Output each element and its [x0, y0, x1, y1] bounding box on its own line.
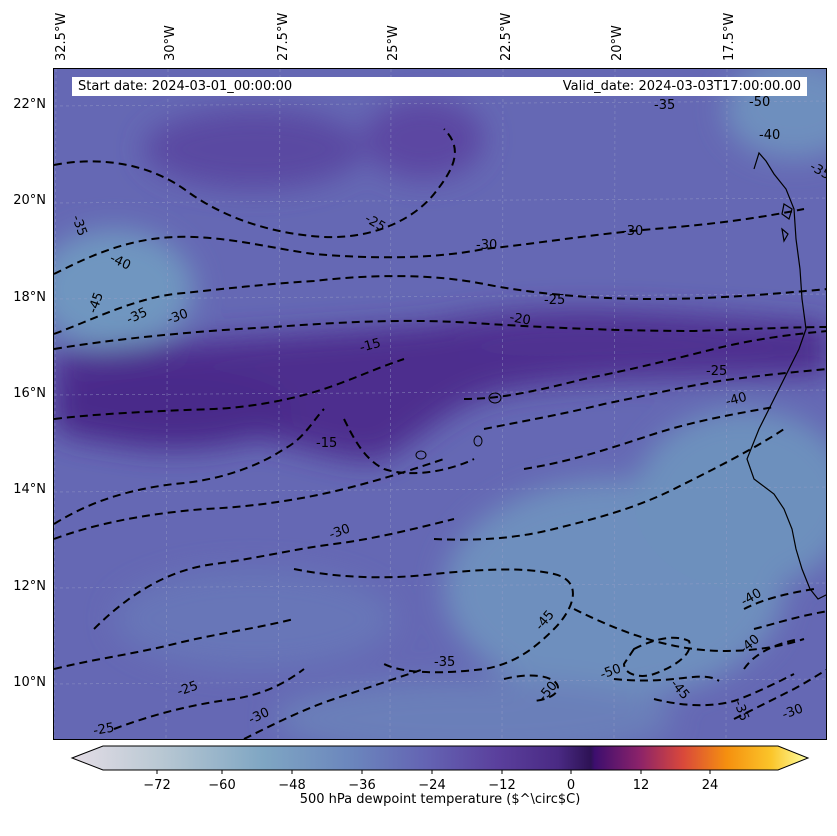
map-canvas: -50 -40 -35 -35 -40 -45 -35 -30 -25 -30 …: [54, 69, 826, 739]
contour-label: -35: [654, 98, 675, 113]
contour-label: -25: [92, 720, 116, 738]
coastline: [746, 151, 826, 600]
contour-label: -35: [434, 655, 455, 670]
graticule: [54, 69, 826, 739]
lon-label: 17.5°W: [722, 12, 737, 61]
contour-label: -25: [706, 364, 727, 379]
lat-label: 12°N: [13, 579, 46, 594]
map-panel: -50 -40 -35 -35 -40 -45 -35 -30 -25 -30 …: [53, 68, 827, 740]
field-shading: [54, 69, 826, 739]
contour-label: -40: [724, 390, 748, 410]
colorbar-tick-label: 0: [566, 778, 576, 793]
colorbar-body: [70, 745, 810, 771]
contour-label: -45: [86, 290, 107, 315]
date-info-box: Start date: 2024-03-01_00:00:00 Valid_da…: [72, 77, 807, 96]
colorbar-tick-label: −48: [278, 778, 306, 793]
lat-label: 22°N: [13, 97, 46, 112]
lon-label: 25°W: [386, 25, 401, 61]
contour-label: -25: [175, 678, 200, 699]
start-date-text: Start date: 2024-03-01_00:00:00: [78, 79, 293, 94]
lat-label: 10°N: [13, 675, 46, 690]
contour-label: -30: [327, 521, 352, 542]
lon-label: 22.5°W: [499, 12, 514, 61]
contour-label: -25: [544, 293, 565, 308]
lon-label: 32.5°W: [54, 12, 69, 61]
contour-label: -50: [749, 95, 770, 110]
colorbar-title: 500 hPa dewpoint temperature ($^\circ$C): [299, 792, 581, 807]
colorbar-tick-label: −36: [348, 778, 376, 793]
contour-lines: [54, 128, 826, 739]
colorbar-tick-label: −60: [208, 778, 236, 793]
contour-label: -30: [622, 224, 643, 239]
islands: [415, 392, 502, 460]
contour-label: -15: [316, 436, 337, 451]
lat-label: 16°N: [13, 386, 46, 401]
contour-label: -30: [165, 306, 190, 327]
colorbar-tick-label: 12: [632, 778, 650, 793]
contour-label: -40: [759, 128, 780, 143]
contour-label: -50: [598, 661, 623, 682]
colorbar-tick-label: −12: [488, 778, 516, 793]
lon-label: 20°W: [610, 25, 625, 61]
lat-label: 14°N: [13, 482, 46, 497]
contour-label: -35: [68, 213, 89, 238]
lon-label: 30°W: [163, 25, 178, 61]
lon-label: 27.5°W: [276, 12, 291, 61]
colorbar-ticks: [156, 770, 711, 774]
colorbar-tick-label: −72: [143, 778, 171, 793]
contour-label: -20: [508, 310, 532, 328]
colorbar-tick-label: 24: [701, 778, 719, 793]
valid-date-text: Valid_date: 2024-03-03T17:00:00.00: [562, 79, 801, 94]
lat-label: 18°N: [13, 290, 46, 305]
contour-label: -30: [476, 238, 497, 253]
contour-label: -15: [358, 336, 382, 356]
contour-label: -30: [780, 701, 805, 722]
colorbar: [70, 745, 810, 774]
colorbar-tick-label: −24: [418, 778, 446, 793]
lat-label: 20°N: [13, 193, 46, 208]
contour-label: -35: [730, 698, 751, 723]
